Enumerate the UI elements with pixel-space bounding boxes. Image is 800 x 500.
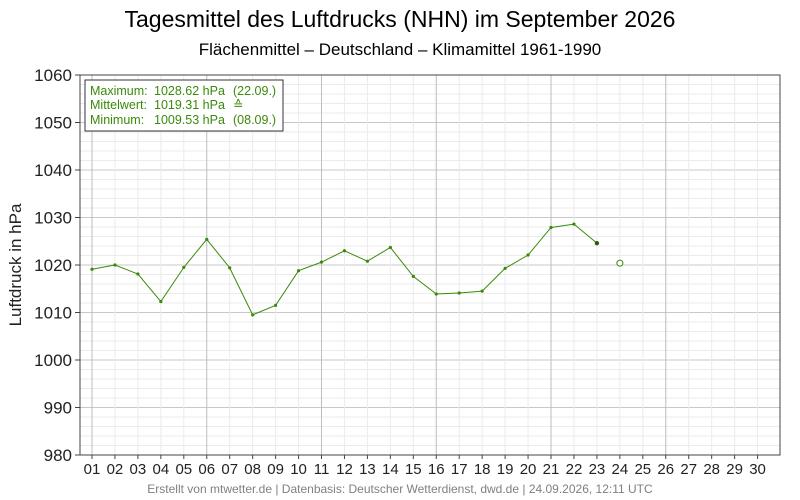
legend-min-label: Minimum: (90, 113, 144, 127)
data-point (480, 289, 484, 293)
y-axis-ticks: 980 990 1000 1010 1020 1030 1040 1050 1060 (34, 66, 80, 465)
x-tick-label: 28 (703, 461, 720, 478)
y-axis-label: Luftdruck in hPa (6, 203, 25, 326)
y-tick-label: 1010 (34, 304, 72, 323)
data-point (572, 222, 576, 226)
legend-mean-label: Mittelwert: (90, 98, 147, 112)
data-point (342, 249, 347, 253)
data-point (205, 237, 209, 241)
x-tick-label: 30 (749, 461, 766, 478)
y-tick-label: 1050 (34, 114, 72, 133)
legend-max-value: 1028.62 hPa (154, 84, 225, 98)
x-tick-label: 05 (175, 461, 192, 478)
x-tick-label: 16 (428, 461, 445, 478)
data-point (136, 272, 140, 276)
chart-subtitle: Flächenmittel – Deutschland – Klimamitte… (198, 40, 602, 59)
data-point (434, 292, 438, 296)
data-point (228, 266, 232, 270)
data-point (526, 253, 530, 257)
x-tick-label: 17 (451, 461, 468, 478)
data-point (365, 259, 370, 263)
data-point (319, 260, 324, 264)
data-point (182, 265, 186, 269)
x-tick-label: 02 (107, 461, 124, 478)
x-tick-label: 23 (589, 461, 606, 478)
x-tick-label: 14 (382, 461, 399, 478)
x-tick-label: 04 (153, 461, 170, 478)
x-tick-label: 08 (244, 461, 261, 478)
x-tick-label: 27 (680, 461, 697, 478)
x-tick-label: 25 (634, 461, 651, 478)
data-point (457, 291, 461, 295)
x-tick-label: 29 (726, 461, 743, 478)
footer-credits: Erstellt von mtwetter.de | Datenbasis: D… (147, 482, 653, 496)
x-tick-label: 07 (221, 461, 238, 478)
data-point (251, 313, 255, 317)
legend-min-note: (08.09.) (233, 113, 276, 127)
stats-legend: Maximum: 1028.62 hPa (22.09.) Mittelwert… (84, 79, 284, 132)
legend-mean-note: ≙ (233, 98, 243, 112)
x-tick-label: 06 (198, 461, 215, 478)
data-point (549, 225, 553, 230)
x-axis-ticks: 01 02 03 04 05 06 07 08 09 10 11 12 13 14 15 16 17 18 19 20… (84, 455, 766, 478)
data-point (296, 269, 301, 273)
x-tick-label: 24 (612, 461, 629, 478)
y-tick-label: 990 (44, 399, 72, 418)
grid (80, 74, 780, 456)
y-tick-label: 1020 (34, 256, 72, 275)
x-tick-label: 10 (290, 461, 307, 478)
x-tick-label: 20 (520, 461, 537, 478)
data-point (159, 299, 163, 304)
x-tick-label: 21 (543, 461, 560, 478)
x-tick-label: 22 (566, 461, 583, 478)
open-data-point (616, 259, 624, 267)
y-tick-label: 980 (44, 446, 72, 465)
data-point (503, 266, 507, 270)
x-tick-label: 01 (84, 461, 101, 478)
y-tick-label: 1040 (34, 161, 72, 180)
data-point (388, 245, 392, 250)
y-tick-label: 1030 (34, 209, 72, 228)
data-point (113, 263, 117, 267)
data-point (274, 303, 278, 307)
data-point (90, 267, 94, 271)
y-tick-label: 1060 (34, 66, 72, 85)
legend-box (84, 79, 284, 132)
legend-min-value: 1009.53 hPa (154, 113, 225, 127)
x-tick-label: 15 (405, 461, 422, 478)
legend-max-label: Maximum: (90, 84, 148, 98)
x-tick-label: 18 (474, 461, 491, 478)
x-tick-label: 11 (314, 461, 330, 478)
x-tick-label: 12 (336, 461, 353, 478)
series (90, 222, 624, 317)
y-tick-label: 1000 (34, 351, 72, 370)
data-point (594, 240, 600, 246)
x-tick-label: 03 (130, 461, 147, 478)
legend-max-note: (22.09.) (233, 84, 276, 98)
x-tick-label: 26 (657, 461, 674, 478)
x-tick-label: 19 (497, 461, 514, 478)
chart-title: Tagesmittel des Luftdrucks (NHN) im Sept… (124, 6, 676, 32)
data-point (411, 274, 415, 278)
legend-mean-value: 1019.31 hPa (154, 98, 225, 112)
x-tick-label: 13 (359, 461, 376, 478)
x-tick-label: 09 (267, 461, 284, 478)
